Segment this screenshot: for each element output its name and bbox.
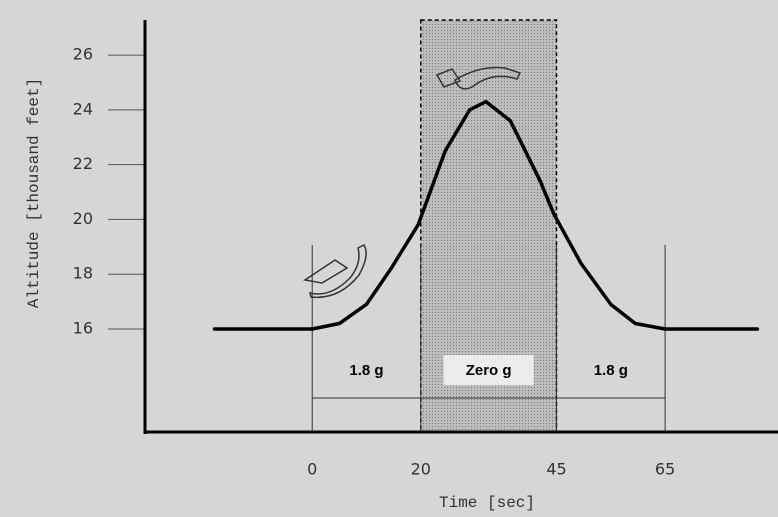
- x-tick-label: 20: [411, 460, 431, 479]
- altitude-line: [212, 99, 760, 331]
- x-tick-label: 65: [655, 460, 675, 479]
- y-tick-label: 26: [73, 45, 93, 64]
- y-axis-label: Altitude [thousand feet]: [25, 78, 43, 308]
- phase-label: Zero g: [466, 362, 512, 379]
- y-tick-label: 20: [73, 209, 93, 228]
- y-tick-label: 18: [73, 264, 93, 283]
- phase-label: 1.8 g: [349, 362, 383, 379]
- icon-astronaut-floating: [435, 66, 522, 90]
- y-tick-label: 16: [73, 319, 93, 338]
- y-tick-label: 24: [73, 99, 93, 118]
- x-axis-label: Time [sec]: [439, 494, 535, 512]
- x-tick-label: 0: [307, 460, 317, 479]
- x-tick-label: 45: [546, 460, 566, 479]
- phase-label-bg: [443, 355, 534, 385]
- icon-astronaut-seated: [303, 244, 367, 299]
- phase-label: 1.8 g: [594, 362, 628, 379]
- y-tick-label: 22: [73, 154, 93, 173]
